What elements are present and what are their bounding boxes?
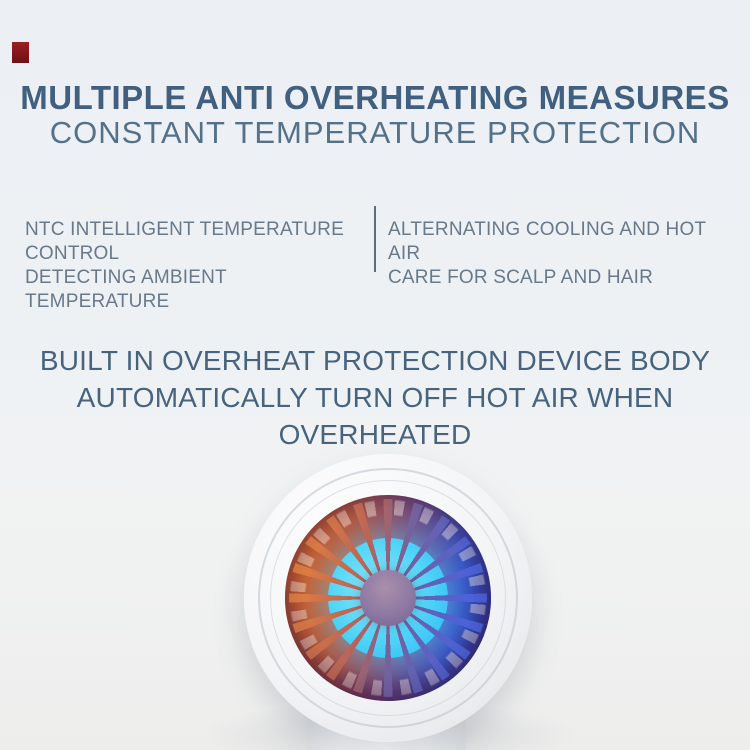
feature-right-line2: CARE FOR SCALP AND HAIR [388,267,654,288]
headline-block: MULTIPLE ANTI OVERHEATING MEASURES CONST… [0,80,750,150]
subheadline-line1: BUILT IN OVERHEAT PROTECTION DEVICE BODY [39,345,711,376]
rim-groove-inner [270,480,506,716]
fan-disc [285,495,491,701]
feature-left-line2: DETECTING AMBIENT TEMPERATURE [25,267,227,312]
feature-left: NTC INTELLIGENT TEMPERATURE CONTROL DETE… [18,206,374,314]
subheadline-block: BUILT IN OVERHEAT PROTECTION DEVICE BODY… [0,342,750,453]
feature-right: ALTERNATING COOLING AND HOT AIR CARE FOR… [376,206,732,314]
feature-left-line1: NTC INTELLIGENT TEMPERATURE CONTROL [25,219,344,264]
vertical-divider [374,206,376,272]
fan-hub [360,570,416,626]
rim-groove-outer [258,468,518,728]
headline-line1: MULTIPLE ANTI OVERHEATING MEASURES [20,79,730,116]
red-accent-mark [12,42,29,63]
subheadline-line2: AUTOMATICALLY TURN OFF HOT AIR WHEN OVER… [76,382,674,450]
dryer-head [244,454,532,742]
headline-line2: CONSTANT TEMPERATURE PROTECTION [49,115,701,150]
feature-columns: NTC INTELLIGENT TEMPERATURE CONTROL DETE… [0,206,750,314]
feature-right-line1: ALTERNATING COOLING AND HOT AIR [388,219,706,264]
